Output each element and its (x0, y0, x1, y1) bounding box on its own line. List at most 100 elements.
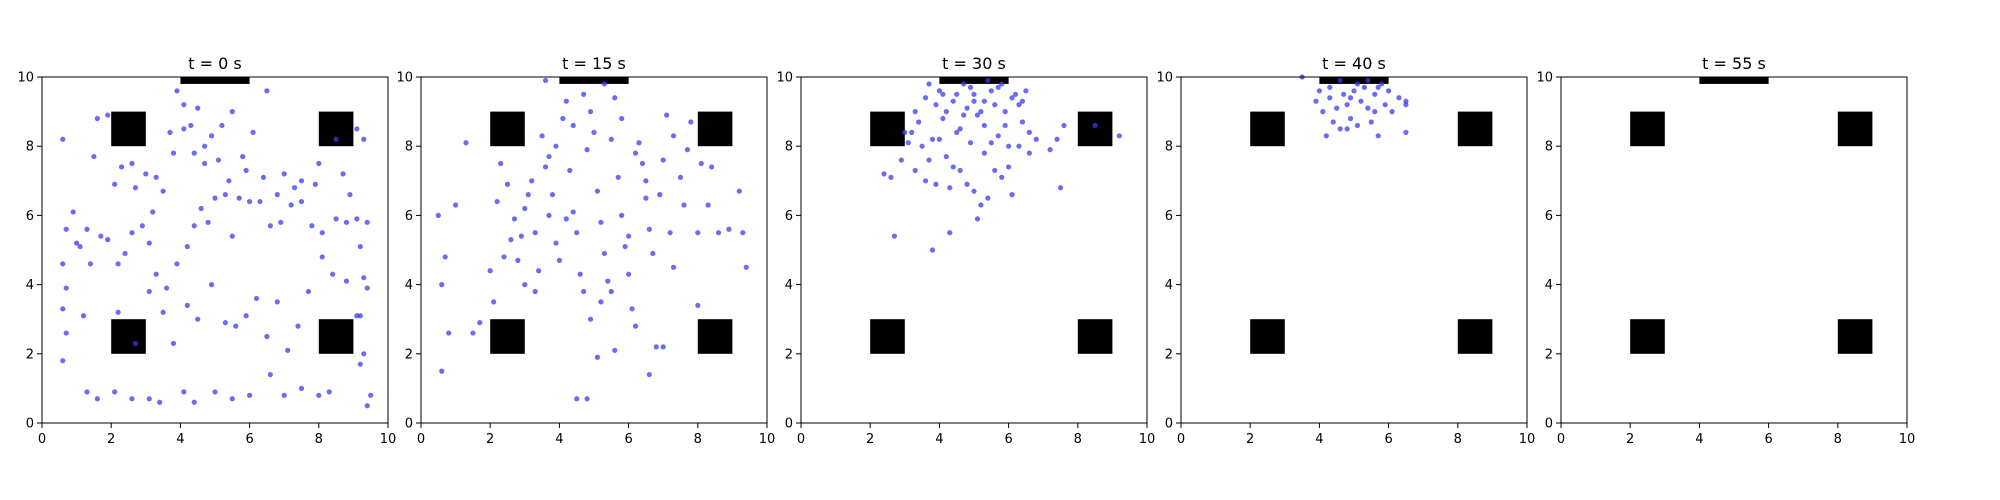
particle-point (1019, 98, 1026, 104)
particle-point (291, 185, 298, 191)
particle-point (463, 140, 469, 146)
particle-point (298, 178, 305, 184)
particle-point (347, 192, 353, 198)
particle-point (494, 198, 500, 205)
particle-point (591, 129, 597, 135)
particle-point (740, 230, 746, 236)
x-tick-label: 6 (1004, 432, 1012, 447)
axes-frame (41, 76, 389, 424)
particle-point (1368, 119, 1374, 125)
particle-point (129, 160, 135, 167)
particle-point (971, 188, 977, 194)
particle-point (926, 157, 932, 163)
particle-point (60, 358, 66, 364)
particle-point (184, 302, 190, 308)
particle-point (60, 306, 66, 312)
particle-point (985, 195, 991, 201)
particle-point (174, 88, 180, 94)
particle-point (1337, 126, 1343, 132)
particle-point (446, 330, 452, 336)
particle-point (891, 233, 898, 239)
particle-point (546, 212, 552, 218)
particle-point (995, 133, 1001, 139)
particle-point (587, 109, 594, 115)
particle-point (212, 195, 218, 201)
obstacle-block-bottom-right (1457, 319, 1493, 354)
particle-point (504, 181, 511, 187)
particle-point (1365, 77, 1371, 84)
particle-point (926, 81, 932, 87)
panel-1: 0 2 4 6 8 10 0 2 4 6 8 10 t = 15 s (396, 54, 775, 447)
x-tick-label: 8 (1454, 432, 1462, 447)
particle-point (233, 323, 239, 329)
particle-point (1009, 192, 1015, 198)
particle-point (205, 219, 211, 225)
particle-point (222, 320, 228, 326)
particle-point (619, 115, 625, 122)
x-tick-label: 6 (1384, 432, 1392, 447)
particle-point (281, 392, 287, 398)
particle-point (1092, 122, 1098, 129)
y-tick-label: 8 (785, 140, 793, 155)
particle-point (947, 185, 953, 191)
particle-point (1379, 81, 1385, 87)
particle-point (1012, 91, 1019, 97)
obstacle-block-top-left (490, 111, 525, 147)
particle-point (632, 323, 639, 329)
obstacle-block-top-left (870, 111, 905, 147)
y-tick-label: 2 (405, 347, 413, 362)
particle-point (153, 174, 159, 180)
y-tick-label: 2 (1545, 347, 1553, 362)
particle-point (160, 309, 166, 315)
particle-point (1375, 84, 1381, 90)
x-tick-label: 2 (1626, 432, 1634, 447)
particle-point (536, 268, 542, 274)
obstacle-block-top-right (697, 111, 733, 147)
particle-point (971, 98, 977, 104)
particle-point (139, 223, 145, 229)
obstacle-block-top-left (111, 111, 146, 147)
particle-point (260, 174, 267, 180)
particle-point (912, 167, 918, 174)
particle-point (1396, 95, 1402, 101)
particle-point (326, 389, 332, 395)
particle-point (539, 133, 545, 139)
particle-point (954, 129, 960, 135)
particle-point (181, 126, 187, 132)
particle-point (285, 347, 291, 353)
particle-point (281, 171, 287, 177)
particle-point (615, 174, 621, 180)
particle-point (132, 185, 139, 191)
particle-point (570, 209, 576, 215)
y-tick-label: 10 (1156, 71, 1173, 86)
particle-point (1327, 84, 1333, 90)
particle-point (160, 188, 166, 194)
particle-point (357, 243, 363, 250)
y-tick-label: 0 (26, 417, 34, 432)
particle-point (219, 122, 225, 129)
particle-point (1057, 185, 1064, 191)
particle-point (598, 299, 604, 305)
particle-point (364, 219, 370, 225)
particle-point (950, 164, 956, 170)
particle-point (560, 115, 566, 122)
particle-point (257, 198, 263, 205)
particle-point (957, 126, 963, 132)
particle-point (229, 109, 235, 115)
particle-point (961, 81, 967, 87)
axes-frame (1560, 76, 1908, 424)
particle-point (316, 392, 322, 398)
x-tick-label: 4 (1315, 432, 1323, 447)
particle-point (361, 275, 367, 281)
y-tick-label: 8 (26, 140, 34, 155)
particle-point (936, 88, 943, 94)
particle-point (264, 333, 270, 340)
particle-point (264, 88, 270, 94)
particle-point (626, 233, 632, 239)
y-tick-label: 2 (26, 347, 34, 362)
particle-point (202, 143, 208, 149)
particle-point (1313, 98, 1319, 104)
particle-point (940, 115, 946, 122)
particle-point (243, 167, 249, 174)
particle-point (888, 174, 894, 180)
